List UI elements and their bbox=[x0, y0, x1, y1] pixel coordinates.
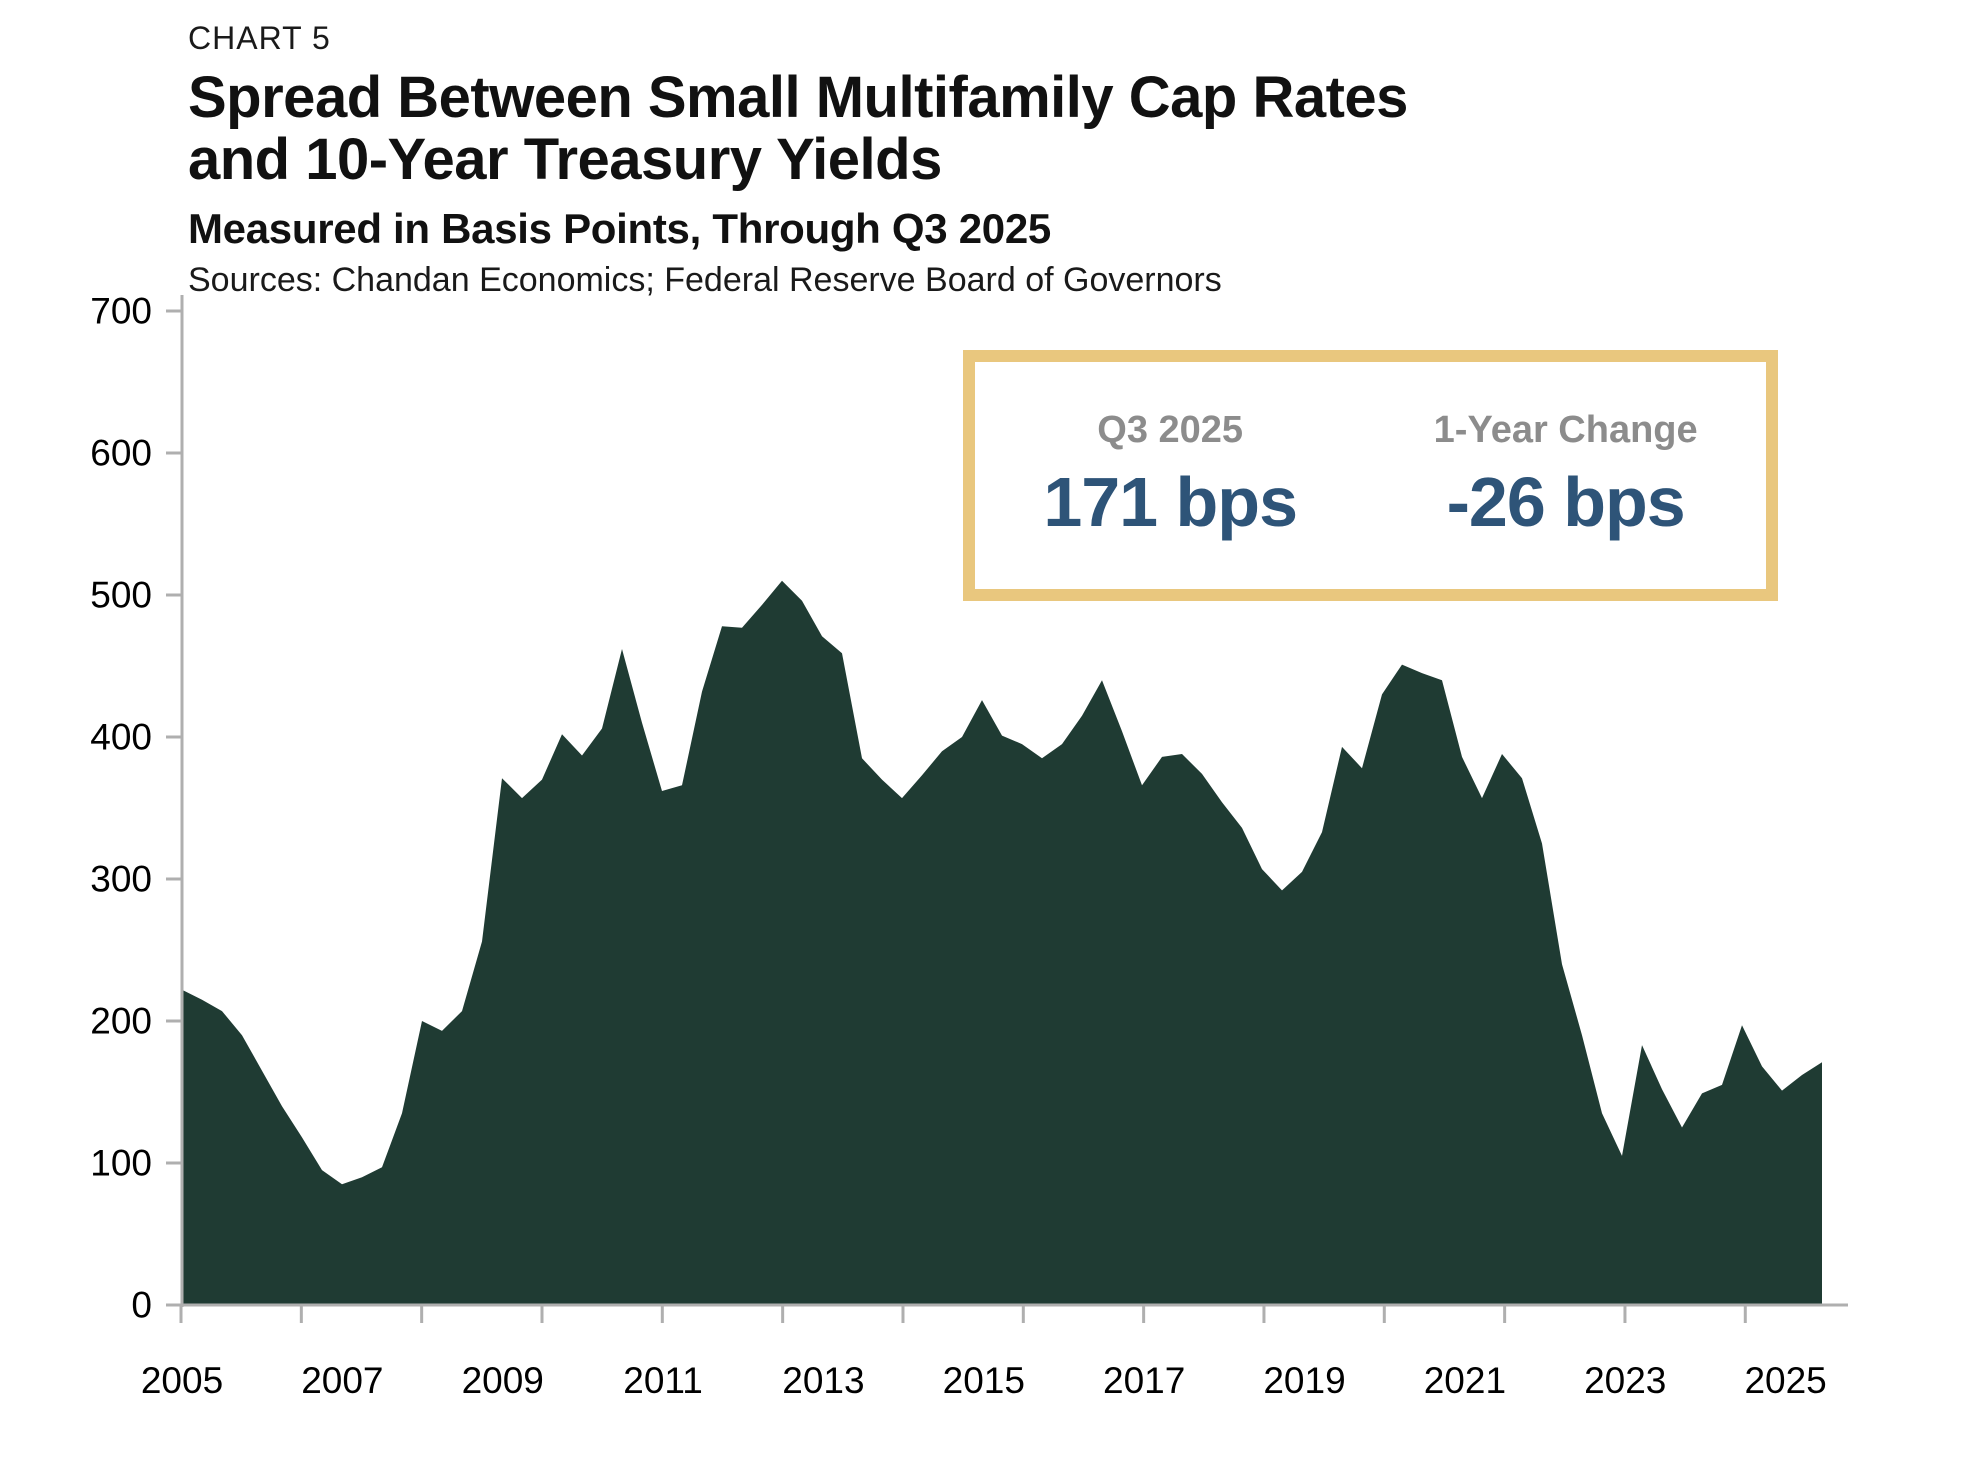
chart-header: CHART 5 Spread Between Small Multifamily… bbox=[188, 20, 1588, 300]
callout-one-year-change-value: -26 bps bbox=[1446, 463, 1686, 541]
y-axis-tick-label: 300 bbox=[90, 859, 152, 900]
y-axis-tick-label: 500 bbox=[90, 575, 152, 616]
y-axis-labels: 0 100 200 300 400 500 600 700 bbox=[90, 291, 182, 1326]
chart-sources: Sources: Chandan Economics; Federal Rese… bbox=[188, 261, 1222, 299]
x-axis-tick-label: 2013 bbox=[782, 1360, 864, 1401]
callout-current-quarter-value: 171 bps bbox=[1043, 463, 1298, 541]
x-axis-tick-label: 2019 bbox=[1263, 1360, 1345, 1401]
x-axis-tick-label: 2023 bbox=[1584, 1360, 1666, 1401]
chart-subtitle: Measured in Basis Points, Through Q3 202… bbox=[188, 205, 1051, 252]
y-axis-tick-label: 400 bbox=[90, 717, 152, 758]
callout-current-quarter: Q3 2025 171 bps bbox=[1043, 409, 1298, 542]
summary-callout-box: Q3 2025 171 bps 1-Year Change -26 bps bbox=[963, 350, 1778, 601]
x-axis-labels: 2005 2007 2009 2011 2013 2015 2017 2019 2021 2023… bbox=[141, 1305, 1827, 1401]
chart-number-label: CHART 5 bbox=[188, 20, 331, 56]
y-axis-tick-label: 700 bbox=[90, 291, 152, 332]
x-axis-tick-label: 2021 bbox=[1424, 1360, 1506, 1401]
x-axis-tick-label: 2007 bbox=[301, 1360, 383, 1401]
axes-layer bbox=[180, 295, 1848, 1307]
x-axis-tick-label: 2011 bbox=[623, 1360, 703, 1401]
callout-current-quarter-label: Q3 2025 bbox=[1097, 409, 1244, 451]
area-series-layer bbox=[182, 580, 1822, 1305]
x-axis-tick-label: 2017 bbox=[1103, 1360, 1185, 1401]
callout-one-year-change-label: 1-Year Change bbox=[1433, 409, 1698, 451]
x-axis-tick-label: 2005 bbox=[141, 1360, 223, 1401]
x-axis-tick-label: 2025 bbox=[1744, 1360, 1826, 1401]
chart-title-line-1: Spread Between Small Multifamily Cap Rat… bbox=[188, 65, 1408, 130]
y-axis-tick-label: 200 bbox=[90, 1001, 152, 1042]
spread-area-series bbox=[182, 580, 1822, 1305]
y-axis-tick-label: 0 bbox=[131, 1285, 152, 1326]
y-axis-tick-label: 600 bbox=[90, 433, 152, 474]
x-axis-tick-label: 2015 bbox=[943, 1360, 1025, 1401]
y-axis-tick-label: 100 bbox=[90, 1143, 152, 1184]
x-axis-tick-label: 2009 bbox=[462, 1360, 544, 1401]
chart-title-line-2: and 10-Year Treasury Yields bbox=[188, 127, 942, 192]
callout-one-year-change: 1-Year Change -26 bps bbox=[1434, 409, 1698, 542]
